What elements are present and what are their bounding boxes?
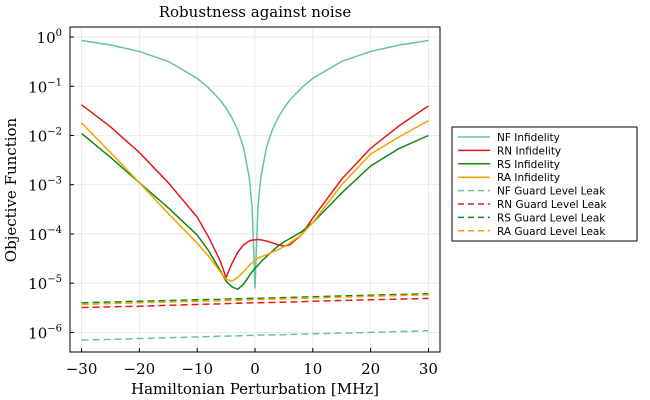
y-tick-label: 10−4 — [28, 225, 62, 244]
series-line-ra-infidelity — [81, 120, 429, 282]
series-line-rn-infidelity — [81, 104, 429, 279]
legend-label: RS Guard Level Leak — [497, 212, 606, 224]
legend-label: RA Infidelity — [497, 172, 560, 184]
chart-title: Robustness against noise — [159, 3, 352, 21]
grid — [70, 27, 440, 352]
x-axis-label: Hamiltonian Perturbation [MHz] — [131, 380, 379, 398]
x-tick-label: −20 — [124, 360, 156, 378]
legend-label: NF Infidelity — [497, 132, 560, 144]
legend-label: NF Guard Level Leak — [497, 186, 606, 198]
y-tick-label: 10−5 — [28, 274, 62, 293]
y-tick-label: 100 — [37, 28, 62, 47]
series-line-nf-infidelity — [81, 39, 429, 289]
y-tick-label: 10−6 — [28, 323, 62, 342]
legend-label: RN Infidelity — [497, 145, 561, 157]
x-tick-label: 10 — [303, 360, 322, 378]
y-tick-label: 10−1 — [28, 77, 62, 96]
x-tick-label: 0 — [250, 360, 260, 378]
y-axis-label: Objective Function — [2, 117, 20, 262]
legend-label: RA Guard Level Leak — [497, 226, 606, 238]
x-tick-label: 20 — [361, 360, 380, 378]
y-tick-label: 10−2 — [28, 127, 62, 146]
y-axis-ticks: 10−6 10−5 10−4 10−3 10−2 10−1 100 — [28, 28, 74, 342]
series-lines — [81, 39, 429, 341]
x-axis-ticks: −30 −20 −10 0 10 20 30 — [66, 348, 438, 378]
x-tick-label: −30 — [66, 360, 98, 378]
x-tick-label: 30 — [419, 360, 438, 378]
legend-label: RN Guard Level Leak — [497, 199, 607, 211]
y-tick-label: 10−3 — [28, 176, 62, 195]
legend-label: RS Infidelity — [497, 159, 560, 171]
legend-box — [451, 126, 638, 242]
x-tick-label: −10 — [181, 360, 213, 378]
